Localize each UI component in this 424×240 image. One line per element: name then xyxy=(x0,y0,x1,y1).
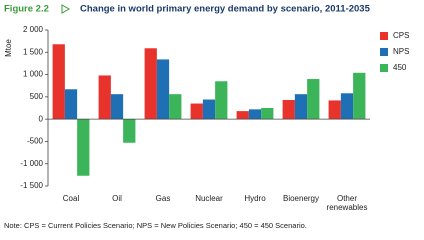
bar xyxy=(169,94,182,120)
y-tick-label: -1 000 xyxy=(20,159,43,168)
bar xyxy=(248,109,262,120)
bar xyxy=(307,79,320,120)
y-tick-label: 1 500 xyxy=(23,47,44,56)
legend-swatch xyxy=(380,64,388,72)
legend-swatch xyxy=(380,48,388,56)
bar xyxy=(340,93,354,120)
x-tick-label: Bioenergy xyxy=(282,194,320,203)
legend-label: CPS xyxy=(393,31,409,40)
y-tick-label: -1 500 xyxy=(20,181,43,190)
x-tick-label: Gas xyxy=(155,194,171,203)
bar xyxy=(190,103,203,120)
bar xyxy=(110,94,124,120)
bar xyxy=(52,44,65,120)
legend-label: NPS xyxy=(393,47,409,56)
chart-title: Change in world primary energy demand by… xyxy=(80,4,371,15)
note: Note: CPS = Current Policies Scenario; N… xyxy=(4,221,307,230)
bar xyxy=(353,72,366,120)
bar xyxy=(98,75,111,120)
y-tick-label: 2 000 xyxy=(23,25,44,34)
legend-swatch xyxy=(380,32,388,40)
bar xyxy=(261,108,274,120)
y-axis-label: Mtoe xyxy=(4,39,13,57)
y-tick-label: 500 xyxy=(30,92,44,101)
bar xyxy=(64,89,78,120)
bar xyxy=(123,119,136,143)
bar xyxy=(294,94,308,120)
bar xyxy=(144,48,157,120)
x-tick-label: Nuclear xyxy=(195,194,223,203)
bar xyxy=(282,99,295,120)
x-tick-label: Oil xyxy=(112,194,122,203)
bar xyxy=(156,59,170,120)
y-tick-label: 0 xyxy=(39,114,44,123)
y-tick-label: -500 xyxy=(27,137,44,146)
x-tick-label: Hydro xyxy=(244,194,266,203)
legend-label: 450 xyxy=(393,63,407,72)
x-tick-label: Coal xyxy=(62,194,80,203)
bar xyxy=(236,111,249,120)
figure-label: Figure 2.2 xyxy=(4,4,49,15)
y-tick-label: 1 000 xyxy=(23,70,44,79)
bar xyxy=(215,81,228,120)
x-tick-label: Other renewables xyxy=(326,194,368,212)
figure-icon xyxy=(61,4,71,14)
bar xyxy=(328,100,341,120)
bar xyxy=(77,119,90,176)
bar xyxy=(202,99,216,120)
